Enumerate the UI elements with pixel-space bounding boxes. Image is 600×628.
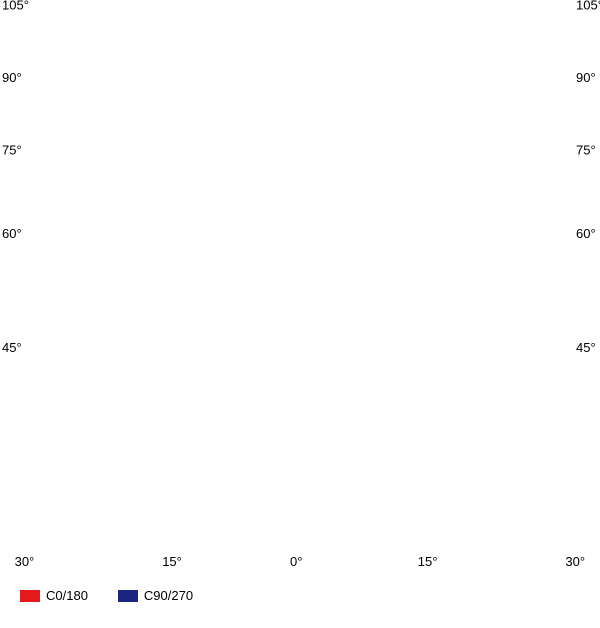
svg-text:105°: 105° <box>576 0 600 13</box>
polar-chart: 105° 90° 75° 60° 45° 105° 90° 75° 60° 45° 30° 15° 0°… <box>0 0 600 580</box>
svg-text:75°: 75° <box>576 142 596 157</box>
svg-text:90°: 90° <box>576 70 596 85</box>
svg-text:105°: 105° <box>2 0 29 13</box>
svg-text:60°: 60° <box>2 226 22 241</box>
svg-text:90°: 90° <box>2 70 22 85</box>
svg-text:75°: 75° <box>2 142 22 157</box>
legend-item-c0: C0/180 <box>20 588 88 603</box>
legend-swatch-c0 <box>20 590 40 602</box>
legend: C0/180 C90/270 <box>0 580 600 611</box>
svg-text:30°: 30° <box>565 554 585 569</box>
svg-text:45°: 45° <box>576 340 596 355</box>
legend-swatch-c90 <box>118 590 138 602</box>
svg-text:15°: 15° <box>162 554 182 569</box>
svg-text:30°: 30° <box>15 554 35 569</box>
svg-text:0°: 0° <box>290 554 302 569</box>
svg-text:15°: 15° <box>418 554 438 569</box>
legend-item-c90: C90/270 <box>118 588 193 603</box>
polar-chart-container: 105° 90° 75° 60° 45° 105° 90° 75° 60° 45° 30° 15° 0°… <box>0 0 600 628</box>
legend-label-c0: C0/180 <box>46 588 88 603</box>
svg-text:60°: 60° <box>576 226 596 241</box>
svg-text:45°: 45° <box>2 340 22 355</box>
legend-label-c90: C90/270 <box>144 588 193 603</box>
